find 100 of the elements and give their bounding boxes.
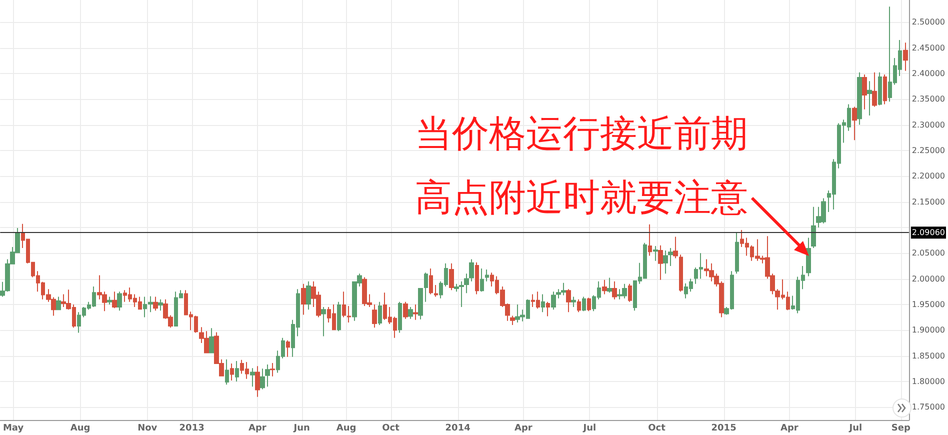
candlestick <box>434 284 438 298</box>
x-tick-label: 2013 <box>179 424 204 434</box>
candlestick <box>612 280 617 300</box>
x-tick-label: Jun <box>292 424 310 434</box>
candlestick <box>673 236 678 259</box>
candlestick <box>648 224 652 256</box>
y-tick-label: 1.80000 <box>912 376 946 386</box>
candlestick <box>571 296 576 308</box>
candlestick <box>857 72 862 126</box>
candlestick <box>658 244 663 280</box>
y-tick-label: 2.15000 <box>912 197 946 206</box>
candlestick <box>582 296 586 312</box>
candlestick <box>469 258 474 282</box>
candlestick <box>878 72 882 106</box>
candlestick <box>883 74 887 105</box>
y-tick-label: 2.40000 <box>912 68 946 78</box>
x-tick-label: Nov <box>138 424 158 434</box>
candlestick <box>510 315 515 326</box>
x-tick-label: Apr <box>248 424 267 434</box>
candlestick <box>107 296 112 305</box>
candlestick <box>418 288 423 320</box>
candlestick <box>735 232 739 274</box>
candlestick <box>372 304 377 328</box>
candlestick <box>806 237 811 277</box>
candlestick <box>235 360 239 382</box>
x-tick-label: 2015 <box>711 424 736 434</box>
candlestick <box>413 304 418 320</box>
y-tick-label: 1.95000 <box>912 300 946 309</box>
y-tick-label: 2.25000 <box>912 146 946 155</box>
candlestick <box>403 301 408 320</box>
candlestick <box>475 262 479 295</box>
candlestick <box>337 301 341 332</box>
x-tick-label: Apr <box>514 424 533 434</box>
candlestick <box>153 296 158 312</box>
x-tick-label: Sep <box>891 424 911 434</box>
y-tick-label: 2.05000 <box>912 248 946 258</box>
candlestick <box>209 328 214 354</box>
y-tick-label: 2.35000 <box>912 94 946 104</box>
candlestick <box>852 106 857 141</box>
candlestick <box>225 358 229 386</box>
x-tick-label: Oct <box>648 424 666 434</box>
annotation: 当价格运行接近前期 <box>415 112 748 156</box>
candlestick <box>607 277 612 294</box>
candlestick <box>230 363 234 381</box>
candlestick <box>250 368 255 388</box>
y-tick-label: 2.50000 <box>912 18 946 27</box>
x-tick-label: Apr <box>780 424 799 434</box>
y-tick-label: 2.20000 <box>912 172 946 181</box>
candlestick <box>663 250 668 274</box>
x-tick-label: Aug <box>336 424 356 434</box>
x-tick-label: Aug <box>70 424 90 434</box>
candlestick <box>541 294 545 313</box>
y-tick-label: 2.30000 <box>912 120 946 130</box>
candlestick <box>464 273 469 294</box>
candlestick <box>577 298 581 313</box>
candlestick <box>260 368 265 390</box>
candlestick <box>429 268 433 295</box>
candlestick <box>378 301 382 326</box>
candlestick <box>811 206 816 248</box>
x-tick-label: Jul <box>582 424 596 434</box>
candlestick <box>587 297 591 312</box>
candlestick <box>628 283 632 302</box>
candlestick <box>872 72 877 108</box>
candlestick <box>653 245 658 262</box>
candlestick <box>56 296 61 310</box>
candlestick <box>424 272 428 302</box>
candlestick <box>112 291 117 309</box>
candlestick <box>867 80 872 116</box>
candlestick <box>158 298 163 312</box>
y-tick-label: 1.85000 <box>912 351 946 360</box>
candlestick <box>347 306 351 323</box>
x-tick-label: May <box>2 424 24 434</box>
candlestick <box>679 254 683 292</box>
candlestick <box>480 268 484 292</box>
candlestick <box>903 42 908 72</box>
y-tick-label: 2.00000 <box>912 274 946 284</box>
x-tick-label: Oct <box>382 424 400 434</box>
candlestick <box>117 291 122 312</box>
candlestick <box>408 306 413 320</box>
candlestick <box>321 306 326 337</box>
candlestick <box>301 283 306 316</box>
candlestick <box>602 279 607 295</box>
candlestick <box>551 291 556 310</box>
candlestick <box>566 288 571 313</box>
y-tick-label: 1.75000 <box>912 402 946 412</box>
x-tick-label: Jul <box>848 424 862 434</box>
candlestick <box>668 247 673 266</box>
annotation: 高点附近时就要注意 <box>415 176 748 220</box>
candlestick <box>255 366 260 398</box>
candlestick <box>286 340 290 358</box>
candlestick <box>398 301 402 334</box>
candlestick <box>270 362 275 377</box>
candlestick <box>546 301 550 317</box>
candlestick <box>862 74 867 110</box>
x-tick-label: 2014 <box>445 424 470 434</box>
candlestick <box>342 291 346 318</box>
ref-line-label: 2.09060 <box>912 228 946 238</box>
y-tick-label: 1.90000 <box>912 326 946 335</box>
candlestick <box>449 262 454 291</box>
y-tick-label: 2.45000 <box>912 43 946 52</box>
